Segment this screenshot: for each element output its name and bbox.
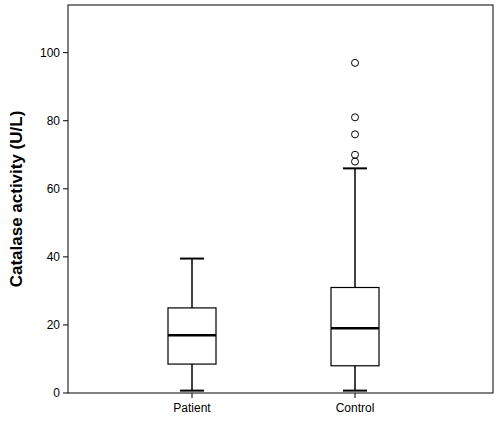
y-tick	[63, 393, 68, 394]
outlier	[352, 158, 359, 165]
upper-whisker	[191, 259, 193, 308]
x-tick-label: Control	[336, 401, 375, 415]
y-tick-label: 60	[47, 182, 61, 196]
y-tick	[63, 324, 68, 325]
marks	[168, 59, 379, 390]
lower-whisker	[354, 366, 356, 391]
lower-cap	[343, 390, 367, 392]
y-tick	[63, 256, 68, 257]
x-tick-label: Patient	[173, 401, 211, 415]
y-tick	[63, 52, 68, 53]
median	[331, 327, 379, 330]
y-tick-label: 20	[47, 318, 61, 332]
upper-cap	[343, 167, 367, 169]
y-tick-label: 0	[53, 386, 60, 400]
box	[331, 287, 379, 365]
y-tick-label: 80	[47, 114, 61, 128]
x-tick	[355, 393, 356, 398]
y-tick-label: 40	[47, 250, 61, 264]
lower-cap	[180, 390, 204, 392]
x-tick	[192, 393, 193, 398]
chart: 0 20 40 60 80 100 Patient Control Catalase activ…	[0, 0, 500, 424]
upper-cap	[180, 258, 204, 260]
outlier	[352, 151, 359, 158]
y-tick-label: 100	[40, 46, 60, 60]
box	[168, 308, 216, 364]
median	[168, 334, 216, 337]
y-tick	[63, 120, 68, 121]
outlier	[352, 131, 359, 138]
y-axis-label: Catalase activity (U/L)	[7, 111, 26, 288]
plot-frame	[68, 5, 493, 393]
upper-whisker	[354, 168, 356, 287]
y-tick	[63, 188, 68, 189]
outlier	[352, 114, 359, 121]
outlier	[352, 59, 359, 66]
lower-whisker	[191, 364, 193, 391]
